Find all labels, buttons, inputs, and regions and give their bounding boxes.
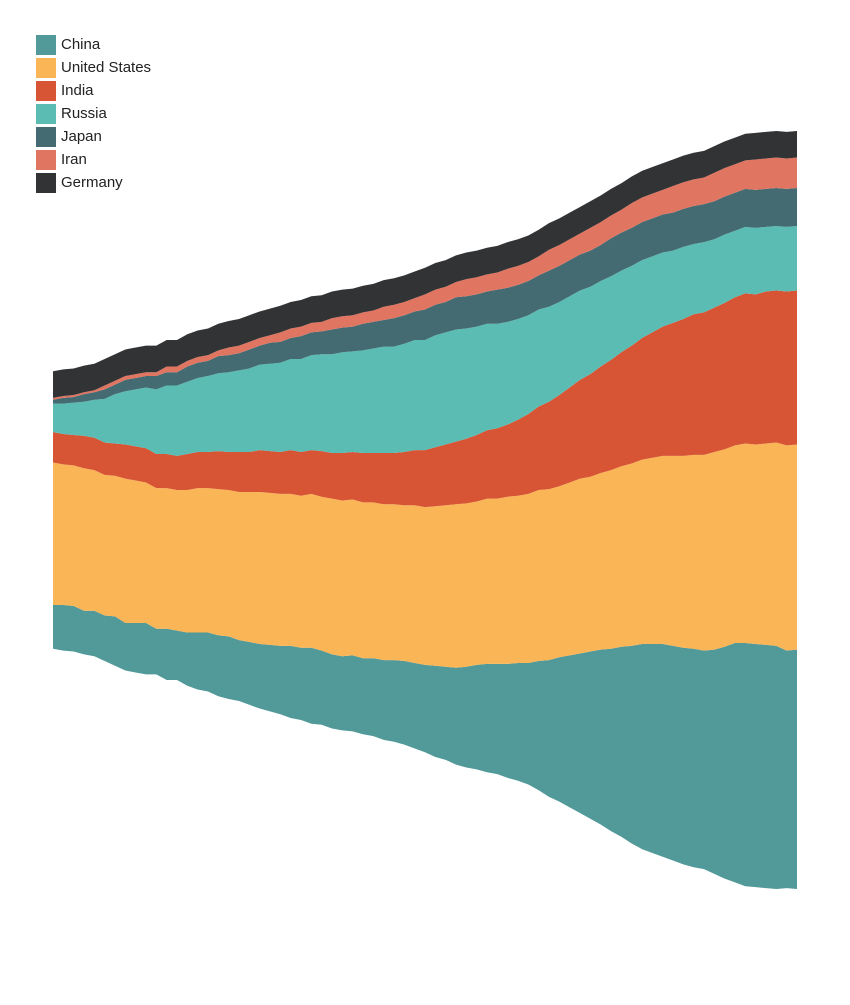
stream-layer-germany [53, 130, 797, 398]
legend-item-japan: Japan [36, 125, 151, 148]
legend-item-iran: Iran [36, 148, 151, 171]
legend-item-china: China [36, 33, 151, 56]
legend-item-germany: Germany [36, 171, 151, 194]
legend-label-china: China [61, 36, 101, 53]
stream-layer-china [53, 605, 797, 890]
legend-label-iran: Iran [61, 151, 87, 168]
legend-swatch-germany [36, 172, 56, 193]
legend: China United States India Russia Japan Iran Ge… [36, 33, 151, 194]
legend-item-india: India [36, 79, 151, 102]
legend-label-japan: Japan [61, 128, 102, 145]
legend-swatch-united-states [36, 57, 56, 78]
legend-swatch-russia [36, 103, 56, 124]
legend-label-united-states: United States [61, 59, 152, 76]
stream-layer-india [53, 290, 797, 508]
legend-swatch-japan [36, 126, 56, 147]
legend-label-india: India [61, 82, 94, 99]
legend-label-russia: Russia [61, 105, 107, 122]
legend-item-russia: Russia [36, 102, 151, 125]
stream-layer-russia [53, 225, 797, 456]
stream-layer-united-states [53, 442, 797, 668]
legend-label-germany: Germany [61, 174, 123, 191]
stream-layer-japan [53, 187, 797, 404]
legend-swatch-india [36, 80, 56, 101]
legend-swatch-china [36, 34, 56, 55]
legend-item-united-states: United States [36, 56, 151, 79]
stream-layer-iran [53, 157, 797, 400]
legend-swatch-iran [36, 149, 56, 170]
stream-layers [53, 130, 797, 890]
